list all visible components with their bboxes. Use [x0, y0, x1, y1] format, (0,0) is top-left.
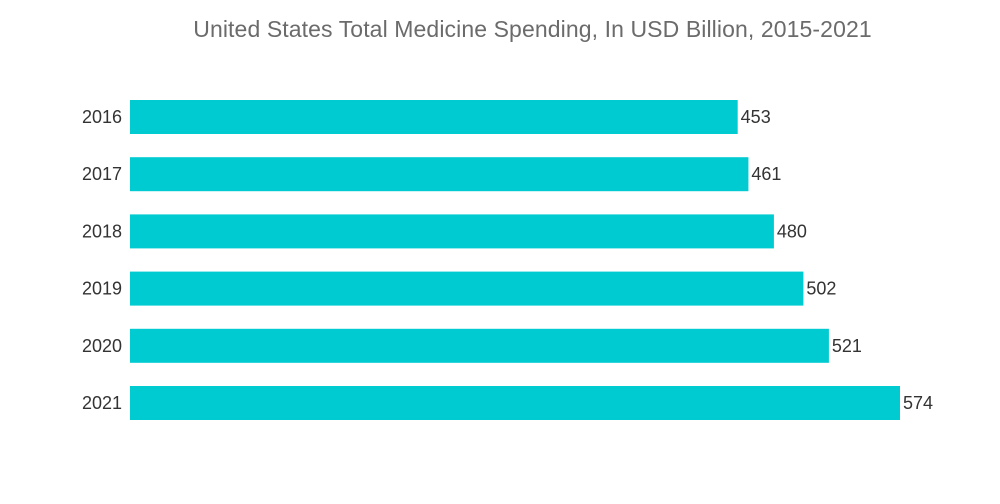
bar: [130, 100, 738, 134]
y-tick-label: 2016: [82, 107, 122, 127]
bar-value-label: 453: [741, 107, 771, 127]
bar: [130, 386, 900, 420]
y-tick-label: 2019: [82, 279, 122, 299]
bar-value-label: 480: [777, 221, 807, 241]
bar: [130, 328, 829, 363]
bar-value-label: 574: [903, 393, 933, 413]
y-tick-label: 2018: [82, 221, 122, 241]
y-tick-label: 2020: [82, 336, 122, 356]
bar: [130, 214, 774, 249]
bar: [130, 157, 749, 192]
bar-value-label: 521: [832, 336, 862, 356]
bar-value-label: 461: [751, 164, 781, 184]
chart-title: United States Total Medicine Spending, I…: [193, 16, 872, 42]
y-tick-label: 2021: [82, 393, 122, 413]
bar: [130, 271, 804, 306]
bar-value-label: 502: [806, 279, 836, 299]
y-tick-label: 2017: [82, 164, 122, 184]
